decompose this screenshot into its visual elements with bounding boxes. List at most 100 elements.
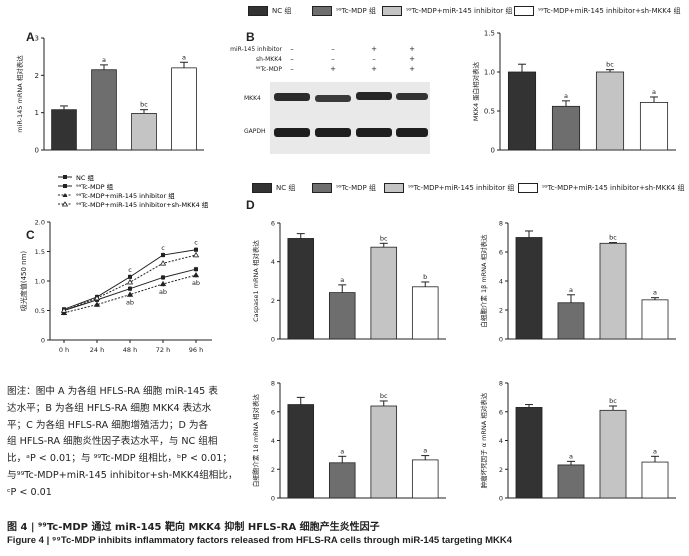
y-tick-label: 6 — [271, 408, 275, 416]
legend-item: ⁹⁹Tc-MDP 组 — [58, 182, 114, 191]
bar — [287, 404, 315, 499]
y-tick-label: 0 — [271, 336, 275, 344]
legend-label: ⁹⁹Tc-MDP 组 — [336, 184, 376, 192]
legend-marker — [63, 184, 67, 188]
y-tick-label: 1 — [35, 109, 39, 117]
y-tick-label: 0 — [35, 147, 39, 155]
legend-marker — [62, 193, 68, 197]
data-point — [159, 280, 167, 287]
blot-band — [315, 128, 351, 137]
legend-label: ⁹⁹Tc-MDP 组 — [336, 7, 376, 15]
bar — [370, 246, 398, 340]
data-point — [126, 279, 134, 285]
significance-label: ab — [159, 288, 167, 296]
note-line: 平；C 为各组 HFLS-RA 细胞增殖活力；D 为各 — [7, 419, 209, 431]
chart-a: 0 1 2 3 a bc a miR-145 mRNA 相对表达 — [15, 35, 204, 155]
y-tick-label: 8 — [271, 380, 275, 388]
y-tick-label: 4 — [499, 437, 503, 445]
bar — [507, 71, 537, 151]
panel-label-c: C — [26, 228, 35, 242]
y-tick-label: 2 — [35, 72, 39, 80]
y-tick-label: 2 — [499, 466, 503, 474]
data-point — [126, 291, 134, 297]
y-tick-label: 1.0 — [35, 278, 45, 286]
blot-row-label: sh-MKK4 — [256, 56, 282, 63]
data-point — [192, 251, 200, 258]
panel-label-a: A — [26, 30, 35, 44]
legend-label: NC 组 — [272, 7, 292, 15]
blot-sign: + — [409, 45, 415, 53]
note-line: 与⁹⁹Tc-MDP+miR-145 inhibitor+sh-MKK4组相比， — [7, 469, 238, 481]
blot-sign: + — [371, 45, 377, 53]
y-tick-label: 0.5 — [484, 108, 495, 116]
bar — [51, 109, 77, 151]
y-axis-label: 白细胞介素 18 mRNA 相对表达 — [251, 393, 260, 487]
legend-item: NC 组 — [248, 6, 291, 16]
significance-label: ab — [126, 299, 134, 307]
note-line: 比，ᵃP < 0.01；与 ⁹⁹Tc-MDP 组相比，ᵇP < 0.01； — [7, 453, 232, 465]
blot-band — [356, 128, 392, 137]
y-axis-label: 吸光度值(450 nm) — [19, 251, 28, 312]
significance-label: c — [161, 244, 165, 252]
blot-sign: – — [372, 55, 376, 63]
bar — [411, 286, 439, 340]
legend-item: ⁹⁹Tc-MDP 组 — [312, 6, 376, 16]
bar — [599, 409, 627, 499]
significance-label: a — [652, 88, 656, 96]
legend-item: ⁹⁹Tc-MDP+miR-145 inhibitor+sh-MKK4 组 — [58, 200, 209, 209]
blot-sign: – — [331, 55, 335, 63]
blot-sign: + — [409, 55, 415, 63]
significance-label: a — [569, 452, 573, 460]
note-line: ᶜP < 0.01 — [7, 486, 52, 498]
blot-sign: – — [290, 45, 294, 53]
legend-item: ⁹⁹Tc-MDP+miR-145 inhibitor+sh-MKK4 组 — [518, 183, 684, 193]
x-tick-label: 24 h — [90, 346, 104, 354]
legend-swatch — [252, 183, 272, 193]
y-axis-label: MKK4 蛋白相对表达 — [471, 61, 480, 121]
blot-band — [396, 128, 428, 137]
significance-label: a — [340, 447, 344, 455]
legend-item: ⁹⁹Tc-MDP+miR-145 inhibitor+sh-MKK4 组 — [514, 6, 680, 16]
blot-band — [274, 93, 310, 101]
blot-sign: + — [409, 65, 415, 73]
data-point — [192, 272, 200, 278]
y-tick-label: 0 — [499, 495, 503, 503]
significance-label: bc — [380, 234, 388, 242]
y-tick-label: 0 — [491, 147, 495, 155]
y-tick-label: 8 — [499, 380, 503, 388]
panel-label-b: B — [246, 30, 255, 44]
bar — [171, 67, 197, 151]
y-tick-label: 0.5 — [35, 307, 45, 315]
legend-marker — [63, 175, 67, 179]
y-tick-label: 6 — [499, 249, 503, 257]
legend-label: ⁹⁹Tc-MDP 组 — [76, 182, 114, 191]
chart-d4: 0 2 4 6 8 a bc a 肿瘤坏死因子 α mRNA 相对表达 — [479, 380, 676, 503]
significance-label: a — [653, 447, 657, 455]
y-tick-label: 1.0 — [484, 69, 495, 77]
legend-label: ⁹⁹Tc-MDP+miR-145 inhibitor+sh-MKK4 组 — [76, 200, 209, 209]
note-line: 达水平；B 为各组 HFLS-RA 细胞 MKK4 表达水 — [7, 402, 212, 414]
y-tick-label: 1.5 — [35, 248, 45, 256]
panel-label-d: D — [246, 198, 255, 212]
chart-d2: 0 2 4 6 8 a bc a 白细胞介素 1β mRNA 相对表达 — [479, 220, 676, 344]
bar — [515, 407, 543, 499]
legend-swatch — [312, 183, 332, 193]
blot-row-label: ⁹⁹Tc-MDP — [256, 66, 283, 73]
y-tick-label: 0 — [41, 337, 45, 345]
legend-label: NC 组 — [76, 173, 94, 182]
y-tick-label: 6 — [271, 220, 275, 228]
bar — [287, 238, 315, 340]
significance-label: a — [564, 92, 568, 100]
x-tick-label: 96 h — [189, 346, 203, 354]
bar — [515, 237, 543, 340]
y-axis-label: 肿瘤坏死因子 α mRNA 相对表达 — [479, 392, 488, 488]
legend-marker — [61, 201, 69, 207]
bar — [411, 459, 439, 499]
bar — [551, 105, 581, 151]
data-point — [93, 301, 101, 307]
y-axis-label: miR-145 mRNA 相对表达 — [15, 55, 24, 133]
legend-label: ⁹⁹Tc-MDP+miR-145 inhibitor 组 — [76, 191, 175, 200]
blot-sign: + — [371, 65, 377, 73]
legend-item: NC 组 — [58, 173, 94, 182]
